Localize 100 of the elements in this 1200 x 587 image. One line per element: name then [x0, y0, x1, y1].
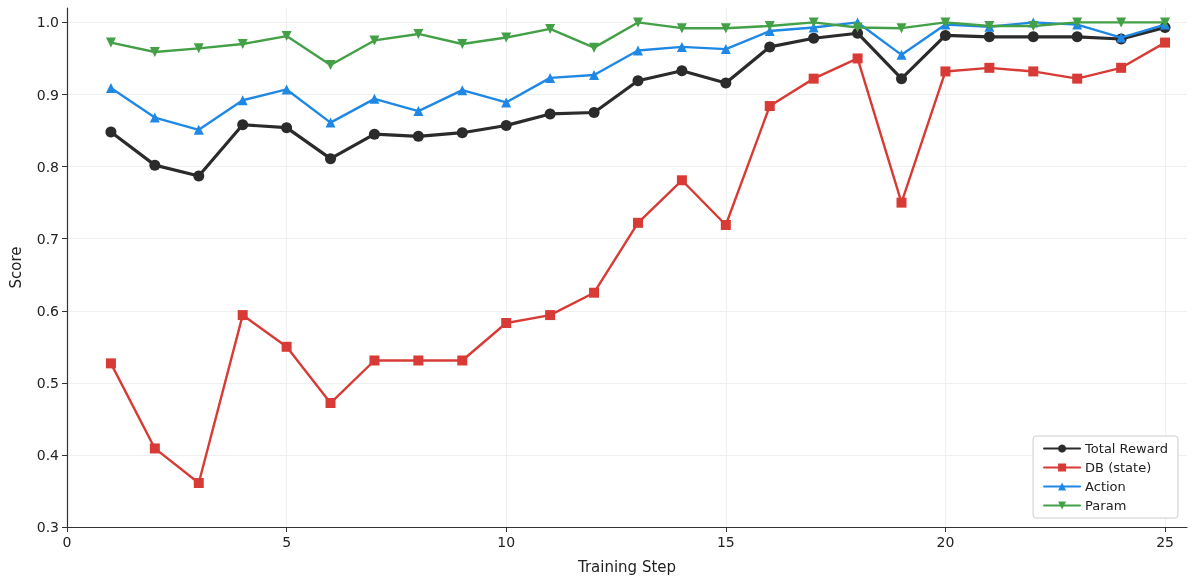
legend-label: Total Reward — [1084, 441, 1169, 456]
legend-label: Param — [1085, 498, 1127, 513]
point — [149, 443, 160, 454]
point — [632, 17, 643, 28]
y-tick-label: 0.6 — [36, 302, 60, 319]
point — [764, 41, 776, 53]
point — [105, 83, 116, 94]
point — [501, 32, 512, 43]
point — [808, 73, 819, 84]
y-tick-label: 0.7 — [36, 230, 59, 247]
point — [544, 108, 556, 120]
point — [676, 23, 687, 34]
point — [1028, 66, 1039, 77]
point — [368, 128, 380, 140]
y-tick-label: 0.4 — [36, 446, 60, 463]
point — [369, 93, 380, 104]
point — [896, 197, 907, 208]
point — [413, 28, 424, 39]
y-tick-label: 0.3 — [36, 519, 59, 535]
point — [105, 358, 116, 369]
point — [632, 217, 643, 228]
y-tick-label: 0.8 — [36, 158, 59, 175]
point — [325, 59, 336, 70]
point — [545, 72, 556, 83]
point — [896, 23, 907, 34]
point — [983, 31, 995, 43]
point — [237, 119, 249, 131]
point — [720, 77, 732, 89]
point — [1027, 31, 1039, 43]
point — [500, 120, 512, 131]
point — [720, 44, 731, 55]
x-tick-label: 25 — [1156, 534, 1174, 550]
point — [676, 41, 687, 52]
point — [1116, 62, 1127, 73]
point — [896, 49, 907, 60]
point — [457, 355, 468, 366]
point — [589, 287, 600, 298]
x-axis-title: Training Step — [576, 557, 677, 576]
point — [632, 75, 644, 87]
point — [852, 22, 863, 33]
point — [105, 37, 116, 48]
x-tick-label: 20 — [936, 534, 955, 550]
point — [632, 45, 643, 56]
point — [852, 53, 863, 64]
point — [1160, 37, 1171, 48]
point — [369, 355, 380, 366]
point — [984, 62, 995, 73]
legend-label: Action — [1085, 479, 1126, 494]
point — [896, 73, 908, 85]
point — [808, 32, 820, 44]
point — [237, 39, 248, 50]
point — [764, 21, 775, 32]
point — [149, 159, 161, 171]
point — [720, 219, 731, 230]
point — [676, 65, 688, 77]
point — [545, 23, 556, 34]
point — [412, 130, 424, 142]
y-tick-label: 0.5 — [36, 374, 59, 391]
x-tick-label: 0 — [62, 534, 72, 550]
point — [501, 97, 512, 108]
point — [764, 101, 775, 112]
point — [939, 29, 951, 41]
point — [237, 95, 248, 106]
point — [589, 70, 600, 81]
point — [413, 355, 424, 366]
y-tick-label: 0.9 — [36, 86, 59, 103]
point — [193, 43, 204, 54]
point — [808, 17, 819, 28]
point — [281, 84, 292, 95]
point — [105, 126, 117, 138]
point — [193, 478, 204, 489]
point — [325, 398, 336, 409]
point — [501, 318, 512, 328]
point — [456, 127, 468, 139]
x-tick-label: 5 — [282, 534, 292, 550]
point — [940, 66, 951, 77]
point — [589, 42, 600, 53]
point — [193, 124, 204, 135]
point — [545, 310, 556, 321]
point — [325, 117, 336, 128]
point — [588, 107, 600, 119]
point — [149, 46, 160, 57]
x-tick-label: 15 — [716, 534, 735, 550]
point — [149, 112, 160, 123]
legend-label: DB (state) — [1085, 460, 1152, 475]
point — [281, 122, 293, 134]
point — [1116, 17, 1127, 28]
point — [457, 85, 468, 96]
point — [1071, 31, 1083, 43]
point — [237, 310, 248, 321]
y-tick-label: 1.0 — [36, 14, 59, 31]
x-tick-label: 10 — [497, 534, 516, 550]
point — [1028, 21, 1039, 32]
point — [193, 170, 205, 182]
point — [325, 153, 337, 165]
point — [720, 23, 731, 34]
point — [413, 106, 424, 117]
point — [676, 175, 687, 186]
point — [1072, 73, 1083, 84]
point — [369, 35, 380, 46]
